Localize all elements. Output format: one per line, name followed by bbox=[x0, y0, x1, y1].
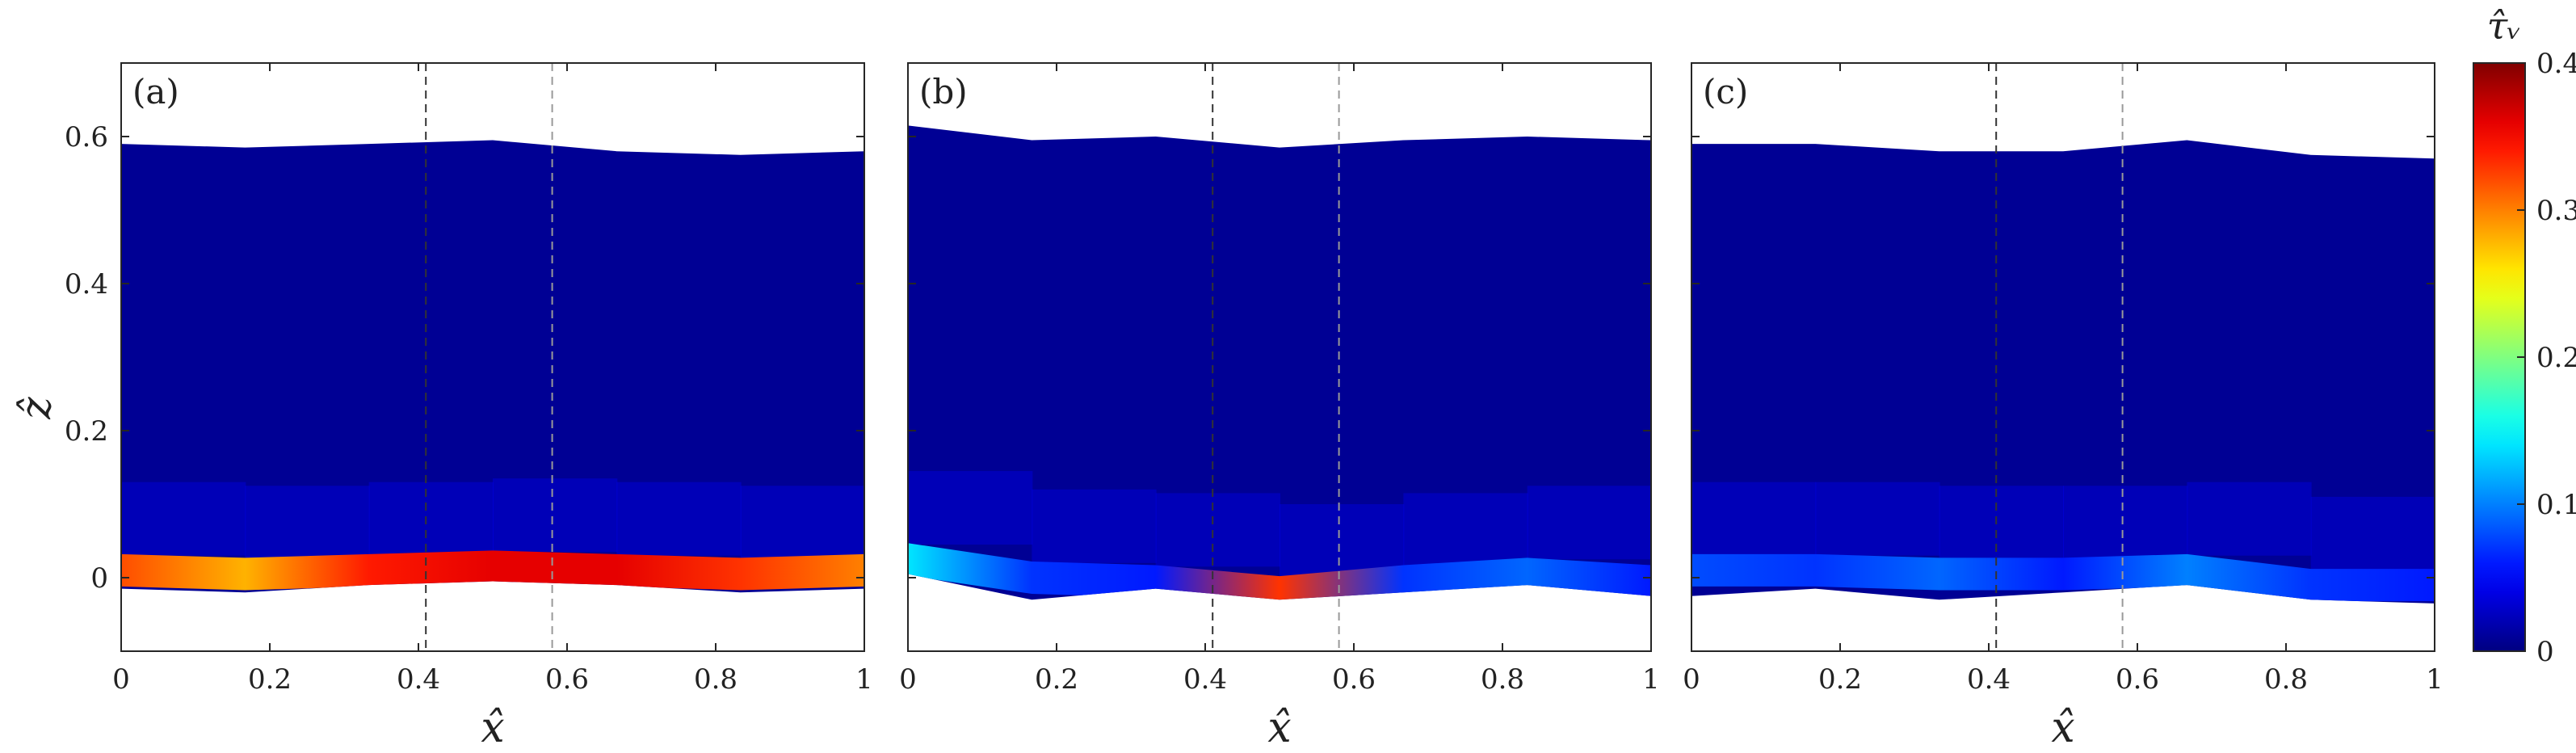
heatmap-cell bbox=[2310, 496, 2435, 570]
x-axis-label: x̂ bbox=[1267, 704, 1291, 752]
heatmap-field bbox=[908, 125, 1651, 600]
stress-band bbox=[121, 550, 864, 591]
panel-label: (a) bbox=[132, 72, 179, 111]
x-tick-label: 0.4 bbox=[1183, 663, 1227, 696]
heatmap-cell bbox=[908, 471, 1033, 545]
heatmap-field bbox=[121, 140, 864, 593]
panel-1: 0 0.2 0.4 0.6 0.8 1 x̂ (b) bbox=[899, 62, 1660, 752]
x-tick-label: 0.8 bbox=[2264, 663, 2308, 696]
colorbar-tick-label: 0.2 bbox=[2536, 342, 2576, 374]
heatmap-cell bbox=[1527, 486, 1651, 560]
heatmap-cell bbox=[1815, 482, 1940, 556]
panel-0: 0 0.2 0.4 0.6 0.8 1 0 0.2 0.4 0.6 x̂ (a) bbox=[65, 62, 873, 752]
heatmap-cell bbox=[1939, 486, 2064, 560]
heatmap-background bbox=[908, 125, 1651, 600]
heatmap-cell bbox=[1280, 504, 1405, 578]
panels: 0 0.2 0.4 0.6 0.8 100.20.40.6x̂(a)0 0.2 0.4 0.6 0… bbox=[65, 62, 2444, 752]
x-tick-label: 0.2 bbox=[1818, 663, 1862, 696]
heatmap-cell bbox=[121, 482, 246, 556]
heatmap-field bbox=[1691, 140, 2435, 604]
heatmap-cell bbox=[2187, 482, 2312, 556]
x-tick-label: 1 bbox=[2426, 663, 2444, 696]
colorbar-title: τ̂ᵥ bbox=[2487, 4, 2522, 48]
x-tick-label: 1 bbox=[855, 663, 873, 696]
heatmap-cell bbox=[245, 486, 370, 560]
heatmap-cell bbox=[2063, 486, 2188, 560]
x-tick-label: 0 bbox=[1683, 663, 1700, 696]
x-tick-label: 0.6 bbox=[1332, 663, 1376, 696]
heatmap-cell bbox=[1403, 493, 1528, 567]
colorbar-tick-label: 0 bbox=[2536, 636, 2554, 668]
colorbar: 0 0.1 0.2 0.3 0.4 τ̂ᵥ bbox=[2473, 4, 2576, 668]
heatmap-cell bbox=[368, 482, 494, 556]
x-tick-label: 0.4 bbox=[1967, 663, 2011, 696]
axes-frame bbox=[1691, 62, 2435, 652]
x-tick-label: 0.6 bbox=[2116, 663, 2159, 696]
heatmap-cell bbox=[1032, 489, 1157, 563]
axes-frame bbox=[120, 62, 865, 652]
x-tick-label: 0.8 bbox=[694, 663, 738, 696]
y-tick-label: 0.6 bbox=[65, 121, 108, 154]
stress-band bbox=[1691, 553, 2435, 602]
x-tick-label: 0.4 bbox=[397, 663, 440, 696]
heatmap-cell bbox=[1691, 482, 1817, 556]
heatmap-background bbox=[1691, 140, 2435, 604]
heatmap-cell bbox=[740, 486, 864, 560]
colorbar-tick-label: 0.3 bbox=[2536, 195, 2576, 227]
colorbar-tick-label: 0.4 bbox=[2536, 48, 2576, 80]
y-tick-label: 0.2 bbox=[65, 415, 108, 448]
x-axis-label: x̂ bbox=[481, 704, 504, 752]
x-tick-label: 0.6 bbox=[545, 663, 589, 696]
x-tick-label: 0.2 bbox=[1035, 663, 1078, 696]
x-tick-label: 0.8 bbox=[1481, 663, 1524, 696]
x-tick-label: 0 bbox=[899, 663, 917, 696]
x-tick-label: 0 bbox=[112, 663, 130, 696]
colorbar-tick-label: 0.1 bbox=[2536, 489, 2576, 521]
heatmap-cell bbox=[1155, 493, 1280, 567]
y-tick-label: 0.4 bbox=[65, 268, 108, 301]
heatmap-cell bbox=[616, 482, 742, 556]
x-axis-label: x̂ bbox=[2051, 704, 2074, 752]
x-tick-label: 0.2 bbox=[248, 663, 292, 696]
heatmap-background bbox=[121, 140, 864, 593]
axes-frame bbox=[907, 62, 1652, 652]
x-tick-label: 1 bbox=[1642, 663, 1660, 696]
y-tick-label: 0 bbox=[90, 562, 108, 595]
panel-label: (b) bbox=[919, 72, 968, 111]
y-axis-label: ẑ bbox=[12, 397, 61, 420]
heatmap-cell bbox=[493, 478, 618, 553]
panel-2: 0 0.2 0.4 0.6 0.8 1 x̂ (c) bbox=[1683, 62, 2444, 752]
panel-label: (c) bbox=[1703, 72, 1748, 111]
